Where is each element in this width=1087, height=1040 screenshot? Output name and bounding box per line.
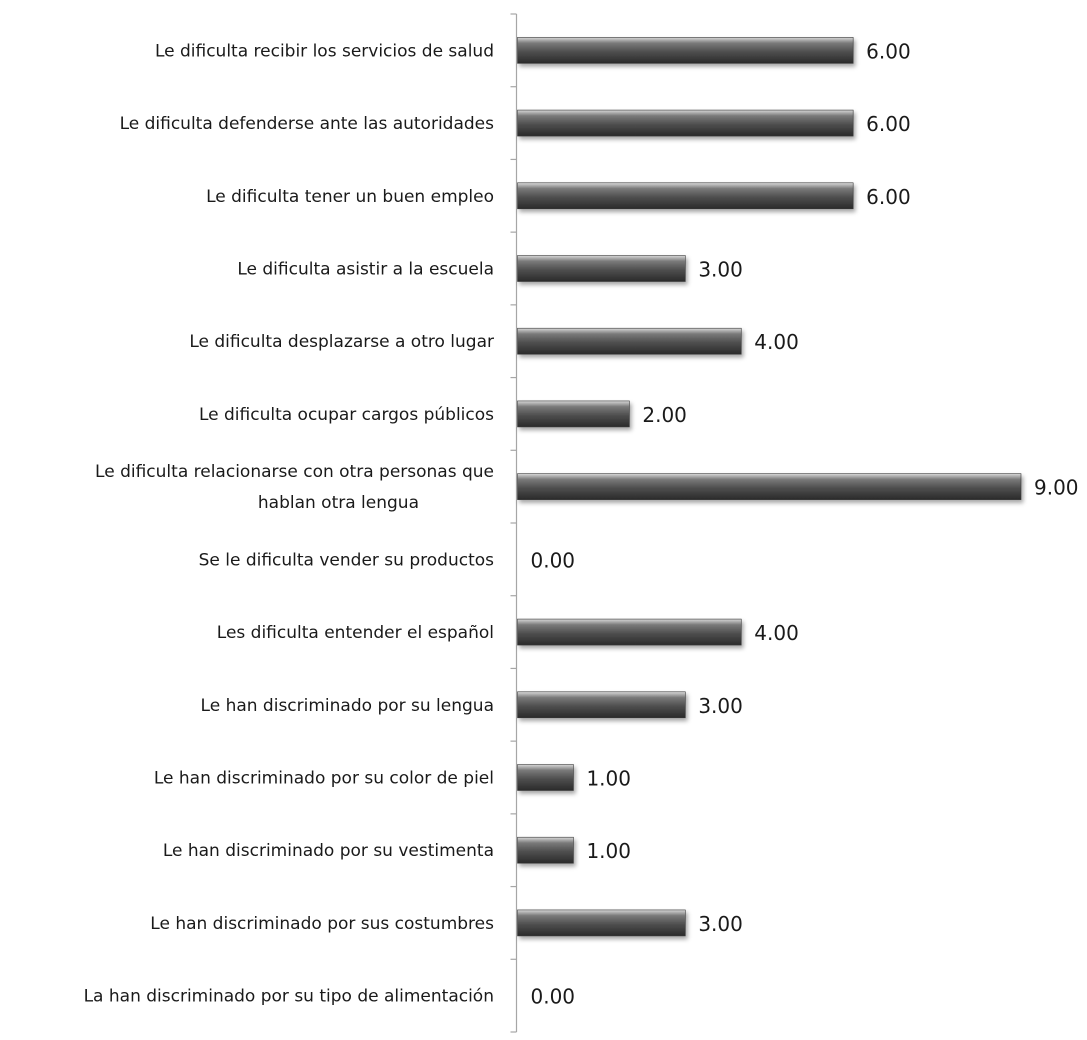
category-label: Le han discriminado por sus costumbres bbox=[150, 914, 494, 934]
bar bbox=[517, 473, 1022, 500]
category-label: Le dificulta defenderse ante las autorid… bbox=[120, 114, 495, 134]
value-label: 6.00 bbox=[866, 185, 911, 209]
category-label-line: Le dificulta defenderse ante las autorid… bbox=[120, 114, 495, 134]
value-label: 1.00 bbox=[586, 839, 631, 863]
bar bbox=[517, 37, 854, 64]
value-label: 4.00 bbox=[754, 330, 799, 354]
category-label-line: Le dificulta recibir los servicios de sa… bbox=[155, 41, 494, 61]
category-label: La han discriminado por su tipo de alime… bbox=[84, 987, 494, 1007]
category-label-line: Le han discriminado por su vestimenta bbox=[163, 841, 494, 861]
category-label-line: La han discriminado por su tipo de alime… bbox=[84, 987, 494, 1007]
bar bbox=[517, 182, 854, 210]
category-label: Le dificulta tener un buen empleo bbox=[206, 187, 494, 207]
category-label-line: Se le dificulta vender su productos bbox=[199, 550, 495, 570]
category-label-line: Le han discriminado por su color de piel bbox=[154, 769, 494, 789]
bar bbox=[517, 400, 630, 428]
bar bbox=[517, 327, 742, 355]
value-label: 0.00 bbox=[531, 985, 576, 1009]
value-label: 6.00 bbox=[866, 112, 911, 136]
category-label: Le han discriminado por su lengua bbox=[201, 696, 494, 716]
category-labels: Le dificulta recibir los servicios de sa… bbox=[84, 41, 495, 1006]
category-label-line: Les dificulta entender el español bbox=[217, 623, 494, 643]
category-label-line: hablan otra lengua bbox=[258, 493, 419, 513]
bar bbox=[517, 836, 574, 864]
category-label-line: Le han discriminado por su lengua bbox=[201, 696, 494, 716]
value-label: 6.00 bbox=[866, 39, 911, 63]
category-label-line: Le dificulta desplazarse a otro lugar bbox=[189, 332, 494, 352]
bar-series bbox=[517, 37, 1022, 937]
category-label-line: Le dificulta asistir a la escuela bbox=[237, 260, 494, 280]
bar bbox=[517, 764, 574, 791]
bar bbox=[517, 618, 742, 646]
value-labels: 6.00 6.00 6.00 3.00 4.00 2.00 9.00 0.00 4.00 3.00… bbox=[531, 39, 1079, 1008]
category-label: Le dificulta asistir a la escuela bbox=[237, 260, 494, 280]
category-label: Le han discriminado por su color de piel bbox=[154, 769, 494, 789]
value-label: 4.00 bbox=[754, 621, 799, 645]
category-label: Le dificulta ocupar cargos públicos bbox=[199, 405, 494, 425]
category-label: Le dificulta recibir los servicios de sa… bbox=[155, 41, 494, 61]
value-label: 3.00 bbox=[698, 258, 743, 282]
category-label-line: Le han discriminado por sus costumbres bbox=[150, 914, 494, 934]
value-label: 3.00 bbox=[698, 694, 743, 718]
category-label: Le dificulta relacionarse con otra perso… bbox=[95, 462, 494, 513]
category-label-line: Le dificulta relacionarse con otra perso… bbox=[95, 462, 494, 482]
y-axis-ticks bbox=[510, 13, 517, 1033]
category-label: Le han discriminado por su vestimenta bbox=[163, 841, 494, 861]
value-label: 9.00 bbox=[1034, 476, 1079, 500]
category-label-line: Le dificulta tener un buen empleo bbox=[206, 187, 494, 207]
value-label: 1.00 bbox=[586, 767, 631, 791]
category-label-line: Le dificulta ocupar cargos públicos bbox=[199, 405, 494, 425]
category-label: Les dificulta entender el español bbox=[217, 623, 494, 643]
bar bbox=[517, 909, 686, 937]
category-label: Le dificulta desplazarse a otro lugar bbox=[189, 332, 494, 352]
category-label: Se le dificulta vender su productos bbox=[199, 550, 495, 570]
value-label: 3.00 bbox=[698, 912, 743, 936]
value-label: 2.00 bbox=[642, 403, 687, 427]
bar bbox=[517, 691, 686, 719]
bar bbox=[517, 109, 854, 137]
bar bbox=[517, 255, 686, 282]
value-label: 0.00 bbox=[531, 548, 576, 572]
